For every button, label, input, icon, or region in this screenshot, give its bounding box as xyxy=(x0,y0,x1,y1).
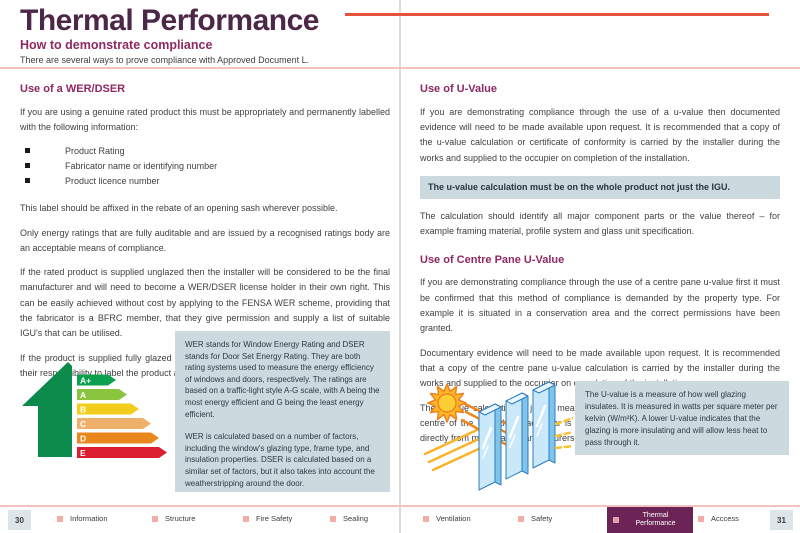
bullet-item: Fabricator name or identifying number xyxy=(20,159,390,174)
nav-label: Fire Safety xyxy=(256,514,293,523)
paragraph: Only energy ratings that are fully audit… xyxy=(20,227,390,253)
exiting-dashed-rays xyxy=(554,416,573,450)
section-heading-wer-dser: Use of a WER/DSER xyxy=(20,83,126,95)
u-value-highlight-note: The u-value calculation must be on the w… xyxy=(420,175,780,200)
bullet-square-icon xyxy=(25,178,30,184)
energy-bar-label: A+ xyxy=(80,375,91,385)
energy-bar-C xyxy=(77,418,151,429)
page-subtitle: How to demonstrate compliance xyxy=(20,38,213,52)
page-number-left: 30 xyxy=(8,510,31,530)
energy-bar-A xyxy=(77,389,127,400)
left-column: Use of a WER/DSER If you are using a gen… xyxy=(20,80,390,390)
nav-square-icon xyxy=(243,515,249,522)
header-divider-rule xyxy=(0,67,800,69)
section-heading-centre-pane: Use of Centre Pane U-Value xyxy=(420,253,565,266)
footer-nav-item-structure[interactable]: Structure xyxy=(152,514,195,523)
glazing-panes-illustration xyxy=(423,381,573,491)
energy-bar-label: A xyxy=(80,390,86,400)
footer-nav-item-thermal-performance[interactable]: Thermal Performance xyxy=(607,507,693,533)
bullet-item: Product licence number xyxy=(20,174,390,189)
paragraph: If the rated product is supplied unglaze… xyxy=(20,267,390,339)
bullet-text: Fabricator name or identifying number xyxy=(65,161,218,172)
glass-pane xyxy=(505,392,529,480)
wer-dser-info-box: WER stands for Window Energy Rating and … xyxy=(175,331,390,492)
bullet-square-icon xyxy=(25,148,30,154)
incoming-yellow-rays xyxy=(423,428,487,472)
nav-label: Acccess xyxy=(711,514,739,523)
paragraph: If you are demonstrating compliance thro… xyxy=(420,277,780,334)
paragraph: If you are demonstrating compliance thro… xyxy=(420,106,780,163)
nav-label: Information xyxy=(70,514,108,523)
paragraph: If you are using a genuine rated product… xyxy=(20,106,390,132)
bullet-text: Product Rating xyxy=(65,146,125,157)
energy-bar-D xyxy=(77,432,159,444)
paragraph: This label should be affixed in the reba… xyxy=(20,203,338,214)
energy-bar-label: E xyxy=(80,448,86,458)
nav-label: Thermal Performance xyxy=(635,511,676,527)
footer-nav-item-sealing[interactable]: Sealing xyxy=(330,514,368,523)
nav-square-icon xyxy=(330,515,336,522)
nav-label: Structure xyxy=(165,514,196,523)
sun-icon xyxy=(427,383,467,423)
nav-square-icon xyxy=(152,515,158,522)
bullet-item: Product Rating xyxy=(20,144,390,159)
nav-square-icon xyxy=(698,515,704,522)
footer-nav-item-acccess[interactable]: Acccess xyxy=(698,514,739,523)
nav-label: Ventilation xyxy=(436,514,471,523)
energy-bar-E xyxy=(77,447,167,458)
nav-square-icon xyxy=(423,515,429,522)
u-value-info-box: The U-value is a measure of how well gla… xyxy=(575,381,789,455)
energy-bar-label: D xyxy=(80,433,86,443)
footer-nav-item-fire-safety[interactable]: Fire Safety xyxy=(243,514,292,523)
nav-square-icon xyxy=(57,515,63,522)
nav-label: Sealing xyxy=(343,514,369,523)
paragraph: Documentary evidence will need to be mad… xyxy=(420,347,780,389)
glass-pane xyxy=(532,381,556,469)
house-arrow-icon xyxy=(22,362,72,457)
bullet-square-icon xyxy=(25,163,30,169)
column-divider xyxy=(399,0,401,533)
energy-bar-B xyxy=(77,403,139,415)
page-title: Thermal Performance xyxy=(20,4,319,37)
bullet-list: Product Rating Fabricator name or identif… xyxy=(20,144,390,189)
info-box-paragraph: The U-value is a measure of how well gla… xyxy=(585,390,778,447)
energy-bar-label: B xyxy=(80,404,86,414)
footer-nav-item-safety[interactable]: Safety xyxy=(518,514,552,523)
nav-label: Safety xyxy=(531,514,553,523)
footer-divider-rule xyxy=(0,505,800,507)
bullet-text: Product licence number xyxy=(65,176,160,187)
info-box-paragraph: WER is calculated based on a number of f… xyxy=(185,432,375,488)
nav-square-icon xyxy=(518,515,524,522)
page-number-right: 31 xyxy=(770,510,793,530)
glass-panes xyxy=(478,381,556,491)
footer-nav-item-information[interactable]: Information xyxy=(57,514,108,523)
nav-square-icon xyxy=(613,517,619,523)
paragraph: The calculation should identify all majo… xyxy=(420,211,780,237)
energy-bar-A+ xyxy=(77,374,116,386)
footer-nav-item-ventilation[interactable]: Ventilation xyxy=(423,514,471,523)
glass-pane xyxy=(478,403,502,491)
energy-bar-label: C xyxy=(80,419,86,429)
info-box-paragraph: WER stands for Window Energy Rating and … xyxy=(185,340,380,419)
section-heading-u-value: Use of U-Value xyxy=(420,83,498,95)
page-intro: There are several ways to prove complian… xyxy=(20,55,310,65)
title-accent-rule xyxy=(345,13,769,16)
